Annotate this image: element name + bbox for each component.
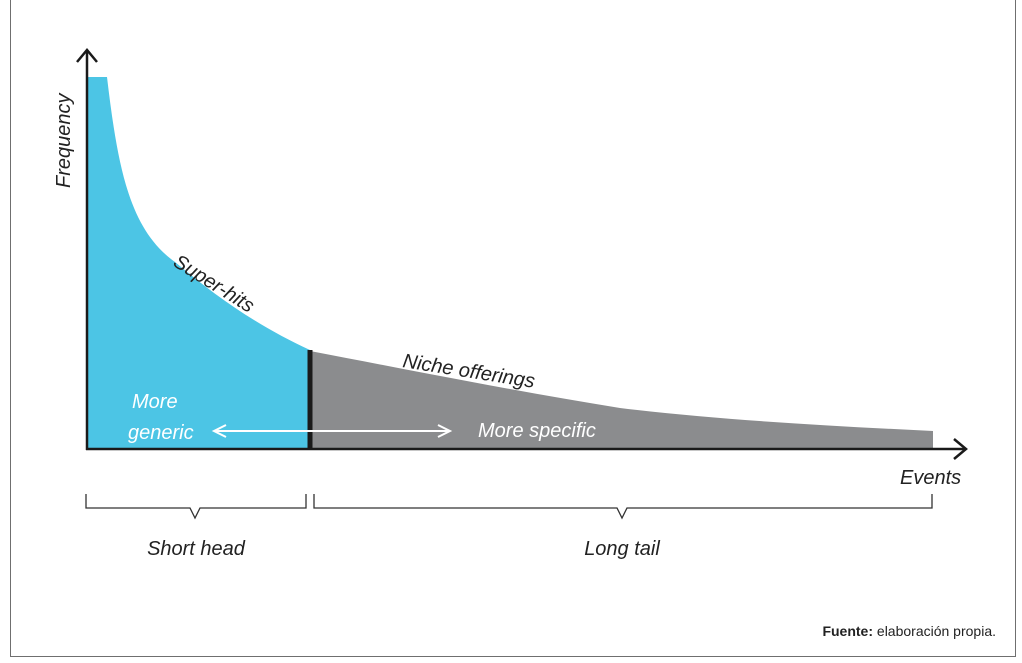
short-head-area bbox=[86, 77, 310, 448]
short-head-bracket bbox=[85, 494, 307, 520]
more-specific-label: More specific bbox=[478, 420, 596, 442]
long-tail-label: Long tail bbox=[584, 538, 660, 560]
more-generic-label-line1: More bbox=[132, 391, 178, 413]
more-generic-label-line2: generic bbox=[128, 422, 194, 444]
long-tail-area bbox=[310, 351, 933, 448]
source-note: Fuente: elaboración propia. bbox=[822, 623, 996, 639]
figure-frame bbox=[10, 0, 1016, 657]
direction-arrowhead-left bbox=[211, 424, 227, 438]
y-axis-label: Frequency bbox=[53, 93, 75, 188]
source-text: elaboración propia. bbox=[876, 623, 996, 639]
y-axis-arrowhead bbox=[76, 48, 98, 63]
x-axis-label: Events bbox=[900, 467, 961, 489]
short-head-label: Short head bbox=[147, 538, 246, 560]
source-prefix: Fuente: bbox=[822, 623, 874, 639]
long-tail-bracket bbox=[313, 494, 933, 520]
direction-arrowhead-right bbox=[437, 424, 453, 438]
x-axis-arrowhead bbox=[953, 438, 968, 460]
